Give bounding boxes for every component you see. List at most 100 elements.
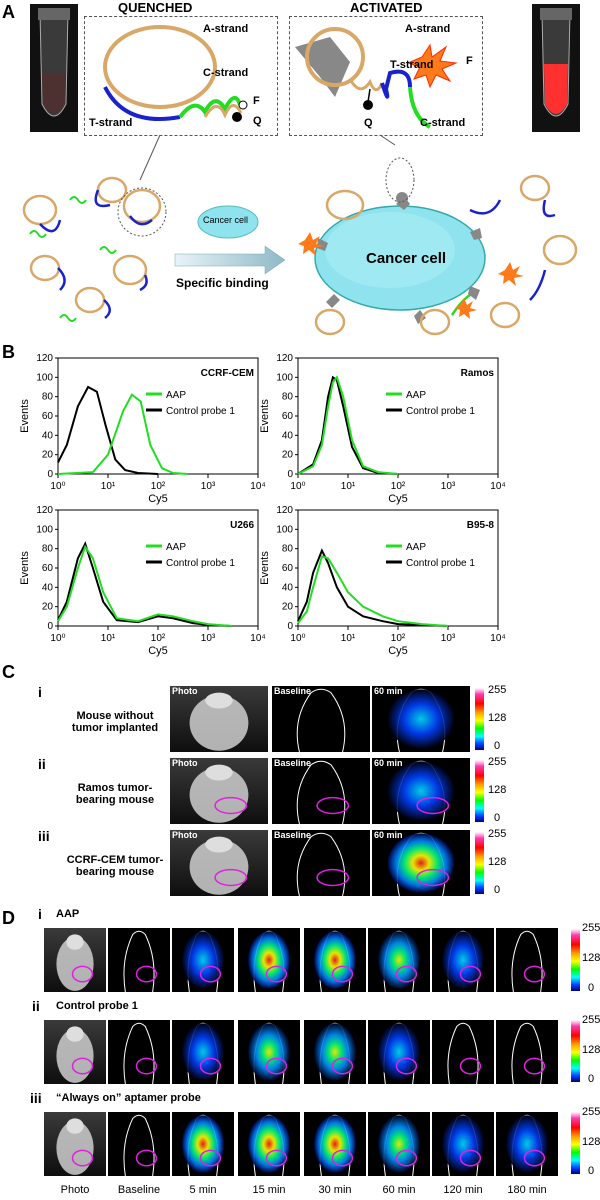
y-axis-label: Events — [19, 551, 31, 585]
chart-title: B95-8 — [467, 520, 495, 531]
mouse-body — [56, 1029, 94, 1083]
panel-c-cb-mid-i: 128 — [488, 712, 507, 724]
series-line — [297, 548, 449, 627]
tile-label: 60 min — [374, 686, 403, 696]
tube-quenched-photo — [30, 4, 78, 132]
y-axis-label: Events — [259, 551, 271, 585]
panel-d-cb-max-i: 255 — [582, 922, 600, 934]
tumor-circle — [214, 868, 248, 887]
fluorescence-signal — [181, 1023, 225, 1081]
legend-label: Control probe 1 — [166, 406, 235, 417]
tile-label: Photo — [172, 686, 198, 696]
tumor-circle — [395, 1057, 418, 1075]
series-line — [297, 375, 399, 475]
a-strand-label-activated: A-strand — [405, 23, 451, 35]
fluorescence-signal — [181, 1115, 225, 1173]
column-label: 5 min — [189, 1184, 217, 1196]
tumor-circle — [459, 1149, 482, 1167]
mouse-body — [56, 937, 94, 991]
panel-c-cb-max-ii: 255 — [488, 756, 507, 768]
fluorescence-signal — [441, 931, 485, 989]
panel-c-cb-min-i: 0 — [494, 740, 501, 752]
mouse-image-tile — [238, 928, 300, 992]
series-line — [57, 385, 159, 475]
panel-c-cb-mid-iii: 128 — [488, 856, 507, 868]
tumor-circle — [316, 796, 350, 815]
panel-d-cb-mid-i: 128 — [582, 952, 600, 964]
legend-label: Control probe 1 — [406, 558, 475, 569]
panel-d-colorbar-ii — [571, 1020, 580, 1082]
small-cancer-cell-label: Cancer cell — [203, 215, 249, 225]
mouse-image-tile — [304, 928, 366, 992]
tumor-circle — [71, 1149, 94, 1167]
panel-d-row-ii-numeral: ii — [32, 998, 40, 1014]
y-tick-label: 80 — [282, 544, 294, 555]
panel-d-row-i-label: AAP — [56, 908, 80, 920]
y-tick-label: 20 — [42, 602, 54, 613]
x-tick-label: 10² — [151, 481, 166, 492]
series-line — [57, 544, 232, 627]
mouse-image-tile: Photo — [170, 758, 268, 824]
mouse-head — [205, 764, 233, 781]
x-tick-label: 10¹ — [341, 633, 356, 644]
y-axis-label: Events — [19, 399, 31, 433]
mouse-body — [189, 695, 249, 751]
y-tick-label: 40 — [282, 582, 294, 593]
mouse-outline — [123, 1022, 155, 1084]
y-tick-label: 120 — [36, 505, 53, 516]
large-cancer-cell-label: Cancer cell — [366, 250, 447, 267]
tumor-circle — [416, 796, 450, 815]
y-tick-label: 0 — [47, 469, 53, 480]
a-strand-label: A-strand — [203, 23, 249, 35]
y-tick-label: 120 — [36, 353, 53, 364]
quencher-label: Q — [253, 115, 262, 127]
mouse-outline — [511, 930, 543, 992]
mouse-image-tile — [172, 1020, 234, 1084]
specific-binding-label: Specific binding — [176, 276, 269, 290]
x-tick-label: 10⁰ — [290, 481, 305, 492]
mouse-image-tile: Photo — [170, 830, 268, 896]
tumor-circle — [199, 965, 222, 983]
mouse-image-tile — [108, 928, 170, 992]
quencher-label-activated: Q — [364, 117, 373, 129]
mouse-head — [66, 1026, 84, 1042]
fluorescence-signal — [387, 689, 455, 749]
tumor-circle — [135, 1057, 158, 1075]
mouse-head — [205, 836, 233, 853]
column-label: 120 min — [443, 1184, 483, 1196]
panel-c-cb-max-i: 255 — [488, 684, 507, 696]
mouse-body — [189, 839, 249, 895]
mouse-image-tile — [304, 1112, 366, 1176]
tumor-circle — [214, 796, 248, 815]
fluorophore-label: F — [253, 95, 260, 107]
tile-label: 60 min — [374, 758, 403, 768]
mouse-outline — [511, 1022, 543, 1084]
chart-title: CCRF-CEM — [201, 368, 254, 379]
y-tick-label: 0 — [47, 621, 53, 632]
mouse-head — [205, 692, 233, 709]
tumor-circle — [459, 1057, 482, 1075]
panel-d-colorbar-i — [571, 929, 580, 991]
tile-label: Baseline — [274, 758, 312, 768]
fluorescence-signal — [441, 1115, 485, 1173]
mouse-image-tile: Baseline — [272, 758, 370, 824]
panel-d-row-iii-label: “Always on” aptamer probe — [56, 1092, 201, 1104]
mouse-image-tile — [238, 1112, 300, 1176]
y-tick-label: 0 — [287, 621, 293, 632]
panel-d-label: D — [2, 908, 15, 928]
activated-title: ACTIVATED — [350, 0, 423, 15]
y-tick-label: 0 — [287, 469, 293, 480]
t-strand-label: T-strand — [89, 117, 133, 129]
tumor-circle — [523, 965, 546, 983]
panel-d-cb-max-iii: 255 — [582, 1106, 600, 1118]
x-tick-label: 10⁴ — [490, 481, 505, 492]
x-axis-label: Cy5 — [388, 645, 408, 657]
column-label: 15 min — [252, 1184, 286, 1196]
column-label: Photo — [60, 1184, 90, 1196]
x-tick-label: 10¹ — [101, 481, 116, 492]
x-axis-label: Cy5 — [388, 493, 408, 505]
series-line — [57, 541, 232, 627]
tile-label: Photo — [172, 758, 198, 768]
chart-title: Ramos — [461, 368, 495, 379]
y-tick-label: 20 — [282, 602, 294, 613]
